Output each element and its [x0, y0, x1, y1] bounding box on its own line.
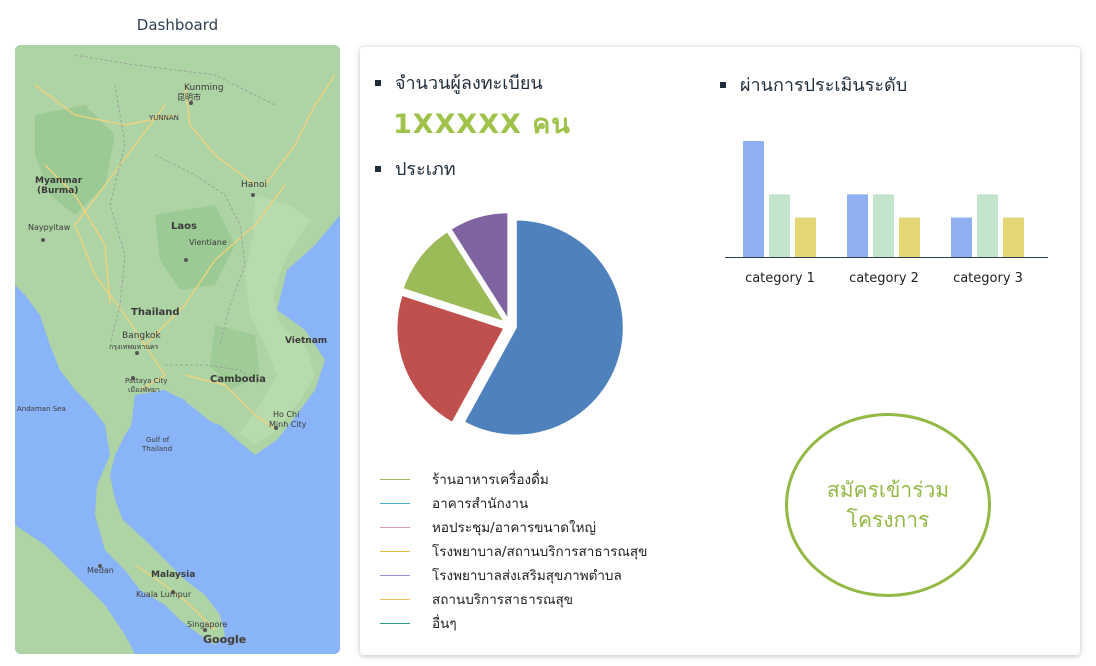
- join-project-line2: โครงการ: [846, 508, 930, 532]
- pie-legend: ร้านอาหารเครื่องดื่มอาคารสำนักงานหอประชุ…: [380, 467, 647, 635]
- map-land: [15, 45, 340, 645]
- map-label-vietnam: Vietnam: [285, 336, 327, 346]
- map-label-bangkok-local: กรุงเทพมหานคร: [109, 343, 159, 351]
- map-label-kunming: Kunming: [184, 83, 224, 93]
- legend-item: โรงพยาบาล/สถานบริการสาธารณสุข: [380, 539, 647, 563]
- legend-line-marker: [380, 550, 410, 552]
- legend-line-marker: [380, 526, 410, 528]
- google-logo: Google: [203, 633, 246, 646]
- map-label-kunming-local: 昆明市: [177, 92, 201, 102]
- map-label-hanoi: Hanoi: [241, 180, 267, 190]
- bar-2-3: [899, 217, 920, 257]
- map-gulf: [130, 390, 230, 495]
- pie-slice-4: [449, 211, 510, 324]
- map-forest: [35, 105, 115, 215]
- legend-line-marker: [380, 502, 410, 504]
- assessment-bar-chart: category 1 category 2 category 3: [725, 137, 1055, 301]
- bar-3-2: [977, 194, 998, 257]
- legend-label: สถานบริการสาธารณสุข: [432, 592, 573, 608]
- bullet-icon: [720, 81, 726, 88]
- legend-item: อาคารสำนักงาน: [380, 491, 647, 515]
- map-label-medan: Medan: [87, 566, 114, 575]
- registrations-heading: จำนวนผู้ลงทะเบียน: [375, 68, 543, 97]
- map-label-thailand: Thailand: [131, 307, 180, 318]
- pie-slice-3: [401, 229, 508, 325]
- map-label-bangkok: Bangkok: [122, 331, 162, 341]
- map-roads: [34, 74, 336, 631]
- dashboard-card: จำนวนผู้ลงทะเบียน 1XXXXX คน ประเภท ร้านอ…: [360, 47, 1080, 655]
- bar-1-1: [743, 141, 764, 257]
- category-heading: ประเภท: [375, 154, 456, 183]
- map-label-myanmar: Myanmar: [35, 176, 83, 186]
- bar-category-label: category 1: [745, 271, 815, 286]
- map-panel[interactable]: Kunming 昆明市 YUNNAN Myanmar (Burma) Naypy…: [15, 45, 340, 654]
- map-label-hochiminh: Ho Chi: [273, 410, 299, 419]
- bullet-icon: [375, 165, 381, 172]
- legend-line-marker: [380, 478, 410, 480]
- map-label-pattaya: Pattaya City: [125, 377, 167, 385]
- legend-label: หอประชุม/อาคารขนาดใหญ่: [432, 520, 597, 536]
- bar-1-2: [769, 194, 790, 257]
- map-label-gulf: Gulf of: [146, 436, 170, 444]
- page-title: Dashboard: [136, 16, 219, 34]
- assessment-heading-label: ผ่านการประเมินระดับ: [740, 75, 908, 96]
- map-image[interactable]: Kunming 昆明市 YUNNAN Myanmar (Burma) Naypy…: [15, 45, 340, 654]
- map-forest: [155, 205, 235, 290]
- assessment-heading: ผ่านการประเมินระดับ: [720, 70, 907, 99]
- legend-item: ร้านอาหารเครื่องดื่ม: [380, 467, 647, 491]
- map-label-vientiane: Vientiane: [189, 238, 227, 247]
- bar-svg: category 1 category 2 category 3: [725, 141, 1048, 286]
- legend-line-marker: [380, 622, 410, 624]
- map-label-pattaya-local: เมืองพัทยา: [128, 386, 160, 394]
- legend-label: อื่นๆ: [432, 616, 457, 632]
- map-label-laos: Laos: [171, 221, 197, 232]
- registrations-count: 1XXXXX คน: [393, 109, 571, 140]
- pie-svg: [395, 211, 625, 437]
- map-city-dots: [41, 101, 278, 632]
- map-label-singapore: Singapore: [187, 620, 227, 629]
- bar-2-1: [847, 194, 868, 257]
- legend-item: สถานบริการสาธารณสุข: [380, 587, 647, 611]
- join-project-label: สมัครเข้าร่วม โครงการ: [813, 475, 963, 535]
- map-vietnam: [240, 195, 315, 445]
- join-project-line1: สมัครเข้าร่วม: [826, 478, 950, 502]
- bar-category-label: category 2: [849, 271, 919, 286]
- legend-label: ร้านอาหารเครื่องดื่ม: [432, 472, 549, 488]
- bar-3-1: [951, 217, 972, 257]
- map-borders: [74, 54, 276, 386]
- map-label-kualalumpur: Kuala Lumpur: [136, 590, 192, 599]
- map-label-andaman: Andaman Sea: [17, 405, 66, 413]
- legend-item: หอประชุม/อาคารขนาดใหญ่: [380, 515, 647, 539]
- registrations-heading-label: จำนวนผู้ลงทะเบียน: [395, 73, 543, 94]
- legend-line-marker: [380, 574, 410, 576]
- bar-2-2: [873, 194, 894, 257]
- map-label-burma: (Burma): [37, 186, 78, 196]
- map-label-hochiminh2: Minh City: [269, 420, 307, 429]
- map-label-yunnan: YUNNAN: [148, 114, 179, 122]
- legend-item: อื่นๆ: [380, 611, 647, 635]
- legend-label: โรงพยาบาล/สถานบริการสาธารณสุข: [432, 544, 648, 560]
- legend-label: โรงพยาบาลส่งเสริมสุขภาพตำบล: [432, 568, 622, 584]
- join-project-button[interactable]: สมัครเข้าร่วม โครงการ: [785, 413, 991, 597]
- legend-label: อาคารสำนักงาน: [432, 496, 529, 512]
- category-heading-label: ประเภท: [395, 159, 456, 180]
- pie-slice-2: [395, 293, 506, 425]
- map-label-malaysia: Malaysia: [151, 570, 195, 580]
- map-label-naypyitaw: Naypyitaw: [28, 223, 71, 232]
- map-forest: [210, 325, 260, 390]
- map-label-gulf2: Thailand: [141, 445, 172, 453]
- category-pie-chart: [395, 211, 625, 445]
- bar-1-3: [795, 217, 816, 257]
- bar-category-label: category 3: [953, 271, 1023, 286]
- bullet-icon: [375, 79, 381, 86]
- map-sumatra: [15, 525, 135, 654]
- legend-item: โรงพยาบาลส่งเสริมสุขภาพตำบล: [380, 563, 647, 587]
- map-label-cambodia: Cambodia: [210, 374, 266, 385]
- pie-slice-1: [462, 218, 625, 437]
- bar-3-3: [1003, 217, 1024, 257]
- legend-line-marker: [380, 598, 410, 600]
